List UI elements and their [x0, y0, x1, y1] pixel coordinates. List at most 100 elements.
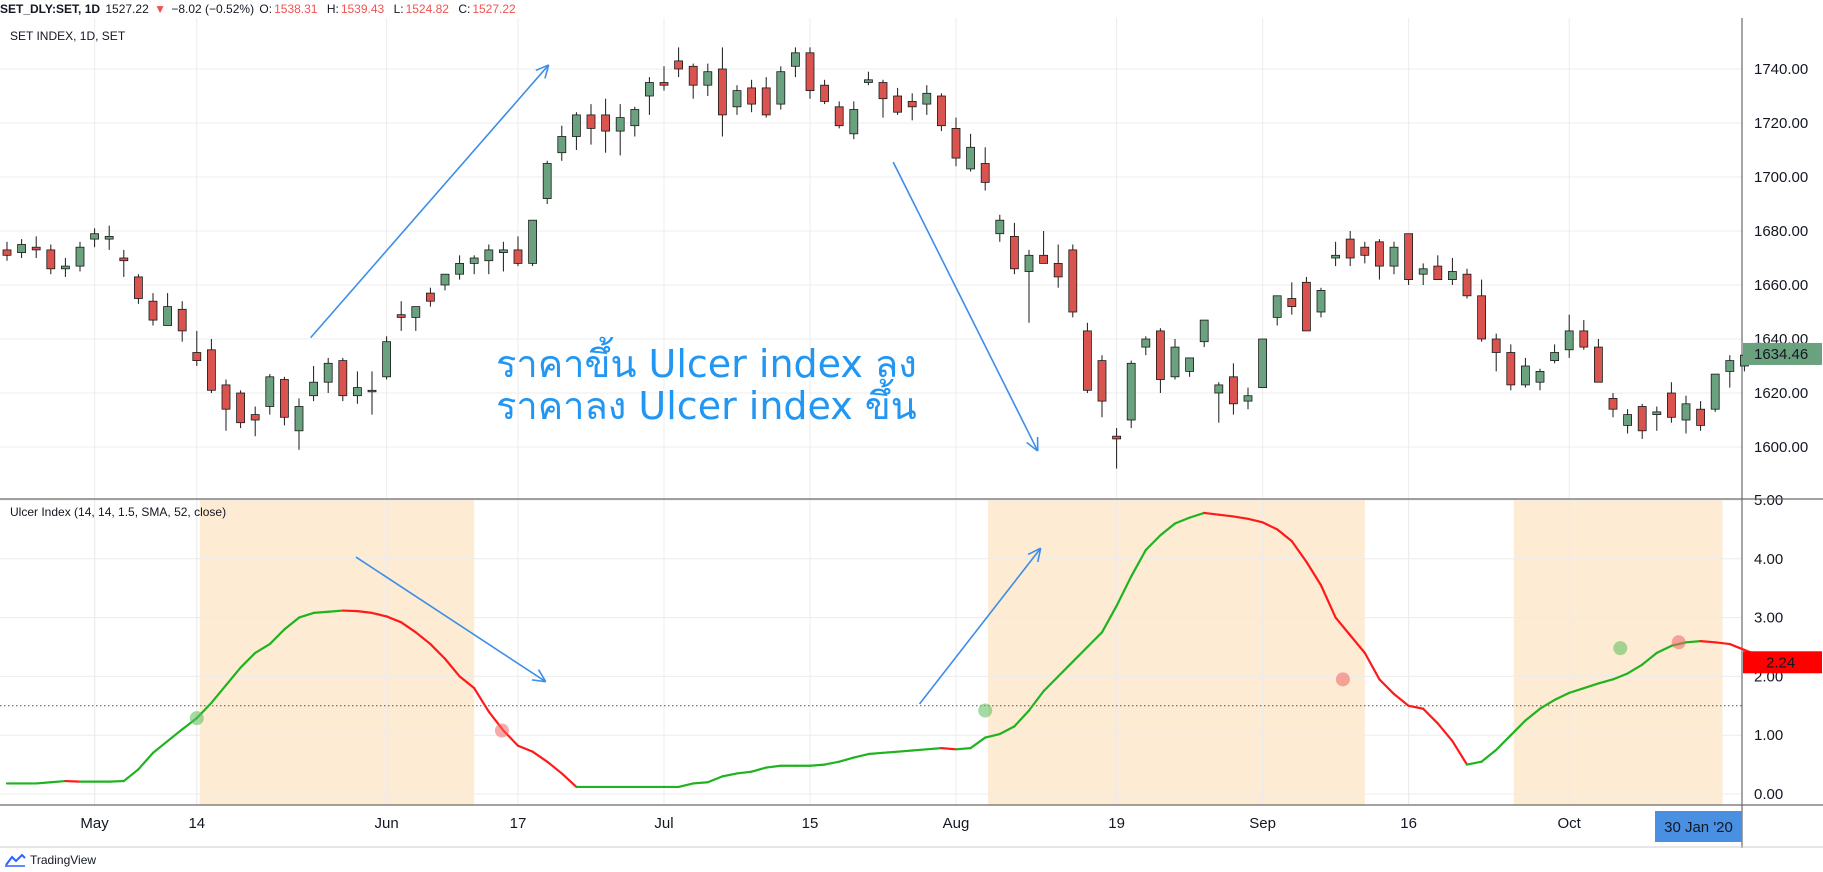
candle-body[interactable]	[557, 136, 567, 154]
candle-body[interactable]	[1170, 346, 1180, 378]
cross-down-marker[interactable]	[1335, 672, 1350, 687]
candle-body[interactable]	[1345, 238, 1355, 259]
candle-body[interactable]	[148, 300, 158, 321]
candle-body[interactable]	[1681, 403, 1691, 421]
candle-body[interactable]	[455, 262, 465, 275]
candle-body[interactable]	[1389, 246, 1399, 267]
candle-body[interactable]	[937, 95, 946, 127]
candle-body[interactable]	[1068, 249, 1078, 313]
candle-body[interactable]	[1039, 254, 1048, 264]
candle-body[interactable]	[922, 92, 932, 105]
candle-body[interactable]	[411, 306, 421, 318]
candle-body[interactable]	[776, 71, 786, 105]
tradingview-footer[interactable]: TradingView	[0, 848, 96, 872]
candle-body[interactable]	[907, 101, 917, 108]
candle-body[interactable]	[31, 246, 41, 251]
candle-body[interactable]	[834, 106, 844, 127]
candle-body[interactable]	[1594, 346, 1603, 383]
candle-body[interactable]	[323, 362, 333, 383]
candle-body[interactable]	[688, 65, 698, 86]
candle-body[interactable]	[1316, 289, 1326, 313]
candle-body[interactable]	[1404, 233, 1413, 280]
candle-body[interactable]	[309, 381, 319, 397]
candle-body[interactable]	[382, 341, 392, 378]
candle-body[interactable]	[966, 146, 975, 170]
candle-body[interactable]	[586, 114, 596, 129]
candle-body[interactable]	[484, 249, 494, 262]
cross-up-marker[interactable]	[978, 703, 993, 718]
cross-up-marker[interactable]	[1613, 641, 1628, 656]
candle-body[interactable]	[177, 308, 187, 332]
candle-body[interactable]	[1010, 235, 1019, 270]
candle-body[interactable]	[893, 95, 902, 113]
candle-body[interactable]	[820, 84, 829, 102]
candle-body[interactable]	[1535, 370, 1545, 383]
candle-body[interactable]	[1433, 265, 1443, 281]
candle-body[interactable]	[980, 163, 990, 183]
candle-body[interactable]	[1667, 392, 1676, 418]
candle-body[interactable]	[805, 52, 815, 91]
candle-body[interactable]	[1126, 362, 1136, 421]
candle-body[interactable]	[133, 276, 143, 299]
candle-body[interactable]	[1331, 254, 1340, 259]
candle-body[interactable]	[1448, 271, 1457, 281]
candle-body[interactable]	[513, 249, 523, 264]
candle-body[interactable]	[703, 71, 713, 86]
candle-body[interactable]	[46, 249, 56, 270]
cross-down-marker[interactable]	[494, 723, 509, 738]
candle-body[interactable]	[396, 314, 406, 318]
candle-body[interactable]	[1229, 376, 1238, 405]
candle-body[interactable]	[338, 360, 348, 397]
candle-body[interactable]	[1696, 408, 1705, 426]
symbol-name[interactable]: SET_DLY:SET, 1D	[0, 2, 101, 16]
candle-body[interactable]	[1506, 352, 1516, 386]
chart-canvas[interactable]: 1600.001620.001640.001660.001680.001700.…	[0, 18, 1823, 848]
candle-body[interactable]	[1141, 338, 1151, 348]
candle-body[interactable]	[1024, 254, 1034, 272]
candle-body[interactable]	[1418, 268, 1428, 275]
candle-body[interactable]	[206, 349, 216, 391]
candle-body[interactable]	[163, 306, 173, 326]
candle-body[interactable]	[528, 219, 537, 264]
candle-body[interactable]	[367, 389, 377, 393]
candle-body[interactable]	[791, 52, 800, 67]
candle-body[interactable]	[849, 109, 859, 135]
candle-body[interactable]	[1243, 395, 1253, 402]
candle-body[interactable]	[995, 219, 1005, 235]
candle-body[interactable]	[1623, 414, 1632, 426]
candle-body[interactable]	[951, 128, 961, 159]
candle-body[interactable]	[1083, 330, 1092, 391]
candle-body[interactable]	[1462, 273, 1472, 297]
candle-body[interactable]	[718, 68, 727, 116]
candle-body[interactable]	[601, 114, 610, 132]
candle-body[interactable]	[250, 414, 260, 421]
candle-body[interactable]	[1375, 241, 1384, 267]
candle-body[interactable]	[1477, 295, 1486, 340]
candle-body[interactable]	[645, 82, 654, 97]
candle-body[interactable]	[630, 109, 640, 127]
candle-body[interactable]	[615, 117, 625, 132]
candle-body[interactable]	[1550, 352, 1559, 362]
candle-body[interactable]	[1491, 338, 1501, 353]
candle-body[interactable]	[279, 379, 289, 418]
candle-body[interactable]	[659, 82, 669, 86]
candle-body[interactable]	[236, 392, 246, 424]
candle-body[interactable]	[542, 163, 552, 199]
candle-body[interactable]	[761, 87, 771, 116]
candle-body[interactable]	[1302, 281, 1311, 332]
candle-body[interactable]	[1521, 365, 1530, 386]
candle-body[interactable]	[1608, 397, 1618, 410]
candle-body[interactable]	[1156, 330, 1165, 380]
candle-body[interactable]	[265, 376, 275, 407]
candle-body[interactable]	[119, 257, 129, 262]
candle-body[interactable]	[61, 265, 70, 270]
candle-body[interactable]	[1637, 406, 1647, 432]
cross-up-marker[interactable]	[189, 711, 204, 726]
candle-body[interactable]	[440, 273, 450, 286]
candle-body[interactable]	[192, 352, 202, 362]
candle-body[interactable]	[1199, 319, 1209, 343]
candle-body[interactable]	[1710, 373, 1720, 410]
candle-body[interactable]	[1097, 360, 1107, 402]
candle-body[interactable]	[2, 249, 12, 256]
candle-body[interactable]	[572, 114, 581, 137]
